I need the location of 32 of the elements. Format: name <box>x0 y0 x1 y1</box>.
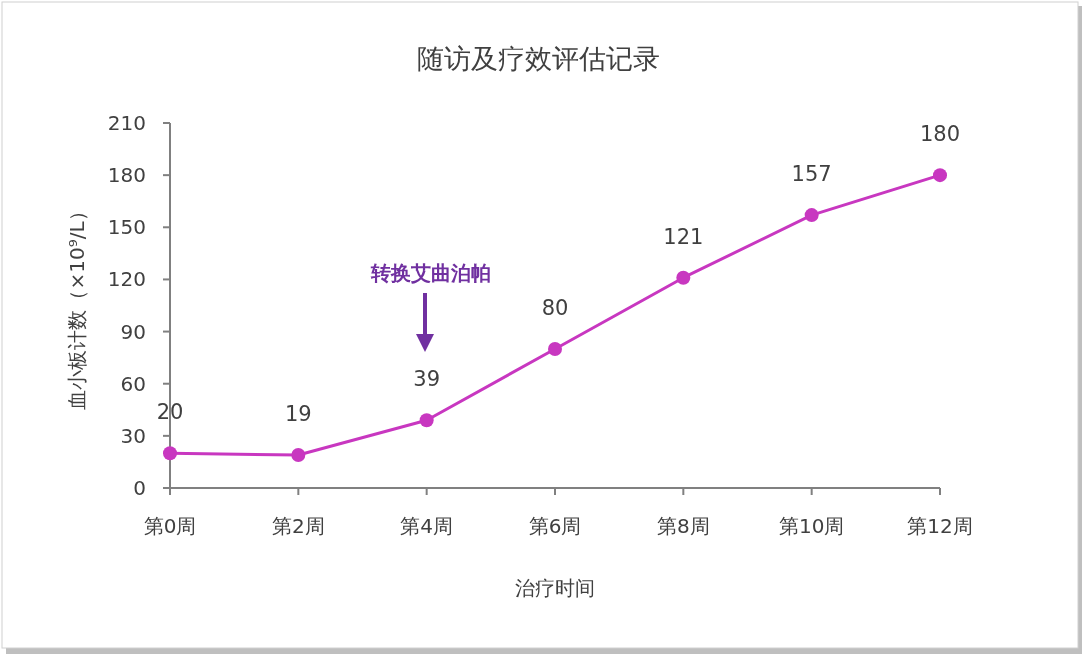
y-tick-label: 120 <box>107 267 146 292</box>
x-tick-label: 第10周 <box>778 514 845 538</box>
point <box>804 208 819 223</box>
chart-title: 随访及疗效评估记录 <box>416 43 660 74</box>
x-axis-title: 治疗时间 <box>515 576 595 600</box>
x-tick-label: 第0周 <box>143 514 197 538</box>
annotation: 转换艾曲泊帕 <box>370 261 491 285</box>
y-tick-label: 60 <box>120 371 146 396</box>
point <box>291 447 306 462</box>
data-label: 180 <box>919 122 961 147</box>
data-label: 121 <box>663 224 704 249</box>
x-tick-label: 第12周 <box>907 514 973 538</box>
y-tick-label: 210 <box>107 111 146 135</box>
point <box>676 270 691 285</box>
y-axis-title: 血小板计数（×10⁹/L） <box>65 201 89 410</box>
y-tick-label: 180 <box>107 163 146 188</box>
point <box>163 446 177 461</box>
x-tick-label: 第6周 <box>528 514 582 538</box>
point <box>419 413 434 428</box>
x-tick-label: 第2周 <box>271 514 325 538</box>
x-tick-label: 第8周 <box>656 514 710 538</box>
data-label: 39 <box>413 367 441 392</box>
data-label: 80 <box>541 295 569 320</box>
data-label: 157 <box>791 162 832 187</box>
point <box>548 341 562 356</box>
x-tick-label: 第4周 <box>400 514 454 538</box>
y-tick-label: 30 <box>120 423 146 448</box>
y-tick-label: 0 <box>133 476 146 500</box>
point <box>933 168 947 183</box>
y-tick-label: 90 <box>120 319 146 344</box>
data-label: 19 <box>284 401 312 426</box>
y-tick-label: 150 <box>107 215 146 240</box>
